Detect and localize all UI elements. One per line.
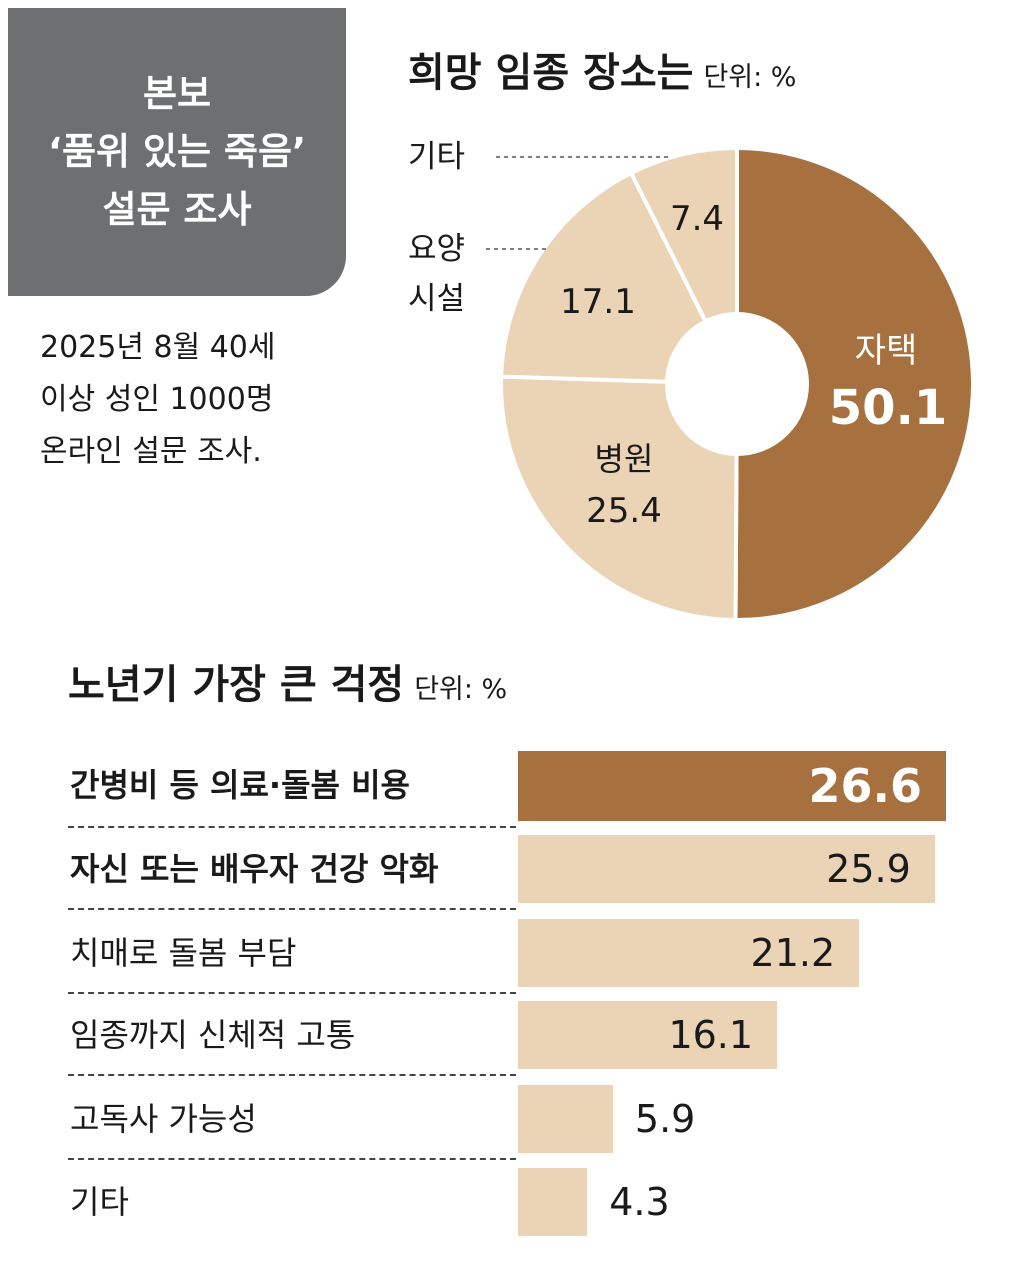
bar-row: 기타 4.3 xyxy=(0,1168,1011,1236)
bar-row: 치매로 돌봄 부담 21.2 xyxy=(0,919,1011,987)
bar-value-label: 21.2 xyxy=(750,931,836,975)
bar-chart-title: 노년기 가장 큰 걱정 단위: % xyxy=(68,652,507,710)
donut-title-text: 희망 임종 장소는 xyxy=(408,50,694,96)
bar-rect xyxy=(518,1001,778,1069)
donut-slice-4 xyxy=(628,145,739,325)
bar-value-label: 25.9 xyxy=(826,847,911,891)
bar-row: 임종까지 신체적 고통 16.1 xyxy=(0,1001,1011,1069)
bar-rect xyxy=(518,919,860,987)
bar-rect xyxy=(518,1085,613,1153)
bar-value-label: 16.1 xyxy=(668,1013,754,1057)
survey-badge: 본보 ‘품위 있는 죽음’ 설문 조사 xyxy=(8,8,346,296)
survey-note-line-3: 온라인 설문 조사. xyxy=(40,434,262,469)
donut-label-hospital: 병원 xyxy=(595,440,654,478)
donut-value-nursing: 17.1 xyxy=(560,282,636,322)
bar-category-label: 간병비 등 의료·돌봄 비용 xyxy=(70,766,410,804)
bar-category-label: 자신 또는 배우자 건강 악화 xyxy=(70,850,439,888)
row-divider xyxy=(68,908,516,910)
badge-line-1: 본보 xyxy=(142,72,212,115)
donut-label-nursing-line-2: 시설 xyxy=(408,281,466,317)
bar-row: 고독사 가능성 5.9 xyxy=(0,1085,1011,1153)
donut-slice-3 xyxy=(499,170,709,384)
bar-category-label: 기타 xyxy=(70,1183,129,1221)
donut-chart-title: 희망 임종 장소는 단위: % xyxy=(408,40,796,98)
bar-rect xyxy=(518,751,946,821)
bar-rect xyxy=(518,835,935,903)
donut-value-etc: 7.4 xyxy=(670,199,724,239)
row-divider xyxy=(68,1158,516,1160)
badge-line-3: 설문 조사 xyxy=(102,188,252,231)
bar-value-label: 4.3 xyxy=(609,1180,670,1224)
bar-unit-text: 단위: % xyxy=(414,674,508,705)
bar-rect xyxy=(518,1168,588,1236)
survey-note: 2025년 8월 40세 이상 성인 1000명 온라인 설문 조사. xyxy=(40,322,340,478)
donut-label-etc: 기타 xyxy=(408,139,466,175)
donut-chart: 자택 50.1 병원 25.4 17.1 7.4 xyxy=(486,145,975,623)
survey-note-line-2: 이상 성인 1000명 xyxy=(40,382,274,417)
bar-title-text: 노년기 가장 큰 걱정 xyxy=(68,662,405,708)
bar-value-label: 26.6 xyxy=(808,759,923,813)
donut-label-home: 자택 xyxy=(855,331,918,371)
donut-value-home: 50.1 xyxy=(829,380,947,436)
bar-row: 간병비 등 의료·돌봄 비용 26.6 xyxy=(0,751,1011,821)
donut-label-nursing: 요양 시설 xyxy=(408,224,465,324)
donut-unit-text: 단위: % xyxy=(703,62,797,93)
row-divider xyxy=(68,826,516,828)
bar-category-label: 임종까지 신체적 고통 xyxy=(70,1016,356,1054)
survey-note-line-1: 2025년 8월 40세 xyxy=(40,330,276,365)
bar-value-label: 5.9 xyxy=(634,1097,696,1141)
badge-line-2: ‘품위 있는 죽음’ xyxy=(47,130,307,173)
bar-category-label: 고독사 가능성 xyxy=(70,1100,257,1138)
row-divider xyxy=(68,1074,516,1076)
bar-row: 자신 또는 배우자 건강 악화 25.9 xyxy=(0,835,1011,903)
row-divider xyxy=(68,992,516,994)
donut-label-nursing-line-1: 요양 xyxy=(408,231,466,267)
donut-value-hospital: 25.4 xyxy=(586,491,662,531)
donut-slice-2 xyxy=(499,374,739,623)
bar-category-label: 치매로 돌봄 부담 xyxy=(70,934,297,972)
donut-slice-1 xyxy=(733,145,975,622)
